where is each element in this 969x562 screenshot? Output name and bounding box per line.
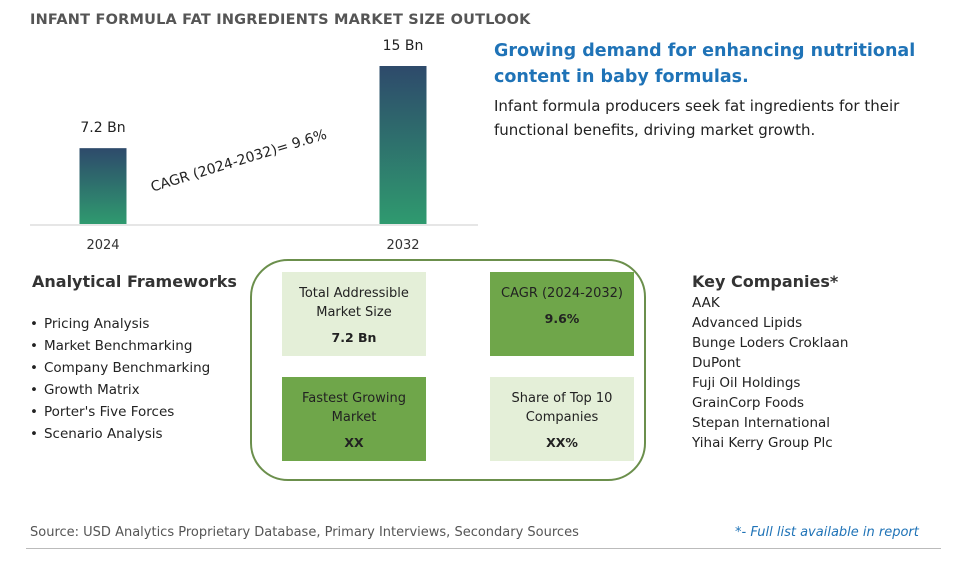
metric-fastest-card: Fastest Growing Market XX <box>282 377 426 461</box>
footer-divider <box>26 548 941 549</box>
company-item: Stepan International <box>692 415 831 431</box>
framework-item: Scenario Analysis <box>30 423 210 445</box>
metric-tam-label: Total Addressible Market Size <box>299 286 409 320</box>
metric-tam-card: Total Addressible Market Size 7.2 Bn <box>282 272 426 356</box>
metrics-panel <box>250 259 646 481</box>
company-item: GrainCorp Foods <box>692 395 805 411</box>
x-tick-label: 2024 <box>86 238 119 253</box>
metric-cagr-card: CAGR (2024-2032) 9.6% <box>490 272 634 356</box>
framework-item: Market Benchmarking <box>30 335 210 357</box>
companies-list: AAK Advanced Lipids Bunge Loders Croklaa… <box>692 293 848 453</box>
metric-cagr-value: 9.6% <box>544 311 580 326</box>
headline: Growing demand for enhancing nutritional… <box>494 41 916 87</box>
full-list-note: *- Full list available in report <box>735 525 919 540</box>
market-size-chart: 7.2 Bn 2024 15 Bn 2032 CAGR (2024-2032)= 9.… <box>30 38 478 253</box>
chart-title: INFANT FORMULA FAT INGREDIENTS MARKET SI… <box>30 12 531 28</box>
bar-value-label: 7.2 Bn <box>80 120 125 136</box>
company-item: Advanced Lipids <box>692 315 803 331</box>
metric-fastest-value: XX <box>344 435 364 450</box>
framework-item: Pricing Analysis <box>30 313 210 335</box>
source-note: Source: USD Analytics Proprietary Databa… <box>30 525 579 540</box>
bar-2024 <box>79 148 127 224</box>
companies-title: Key Companies* <box>692 272 839 291</box>
bar-2032 <box>379 66 427 224</box>
frameworks-list: Pricing Analysis Market Benchmarking Com… <box>30 313 210 445</box>
company-item: Yihai Kerry Group Plc <box>692 435 833 451</box>
framework-item: Porter's Five Forces <box>30 401 210 423</box>
metric-share-label: Share of Top 10 Companies <box>511 391 613 425</box>
cagr-annotation: CAGR (2024-2032)= 9.6% <box>149 127 329 196</box>
metric-cagr-label: CAGR (2024-2032) <box>501 286 623 301</box>
framework-item: Growth Matrix <box>30 379 210 401</box>
metric-share-card: Share of Top 10 Companies XX% <box>490 377 634 461</box>
company-item: AAK <box>692 295 720 311</box>
metric-share-value: XX% <box>546 435 578 450</box>
company-item: Fuji Oil Holdings <box>692 375 801 391</box>
framework-item: Company Benchmarking <box>30 357 210 379</box>
company-item: DuPont <box>692 355 741 371</box>
frameworks-title: Analytical Frameworks <box>32 272 237 291</box>
x-tick-label: 2032 <box>386 238 419 253</box>
bar-value-label: 15 Bn <box>383 38 424 54</box>
metric-tam-value: 7.2 Bn <box>331 330 377 345</box>
metric-fastest-label: Fastest Growing Market <box>302 391 406 425</box>
company-item: Bunge Loders Croklaan <box>692 335 849 351</box>
headline-description: Infant formula producers seek fat ingred… <box>494 97 900 139</box>
